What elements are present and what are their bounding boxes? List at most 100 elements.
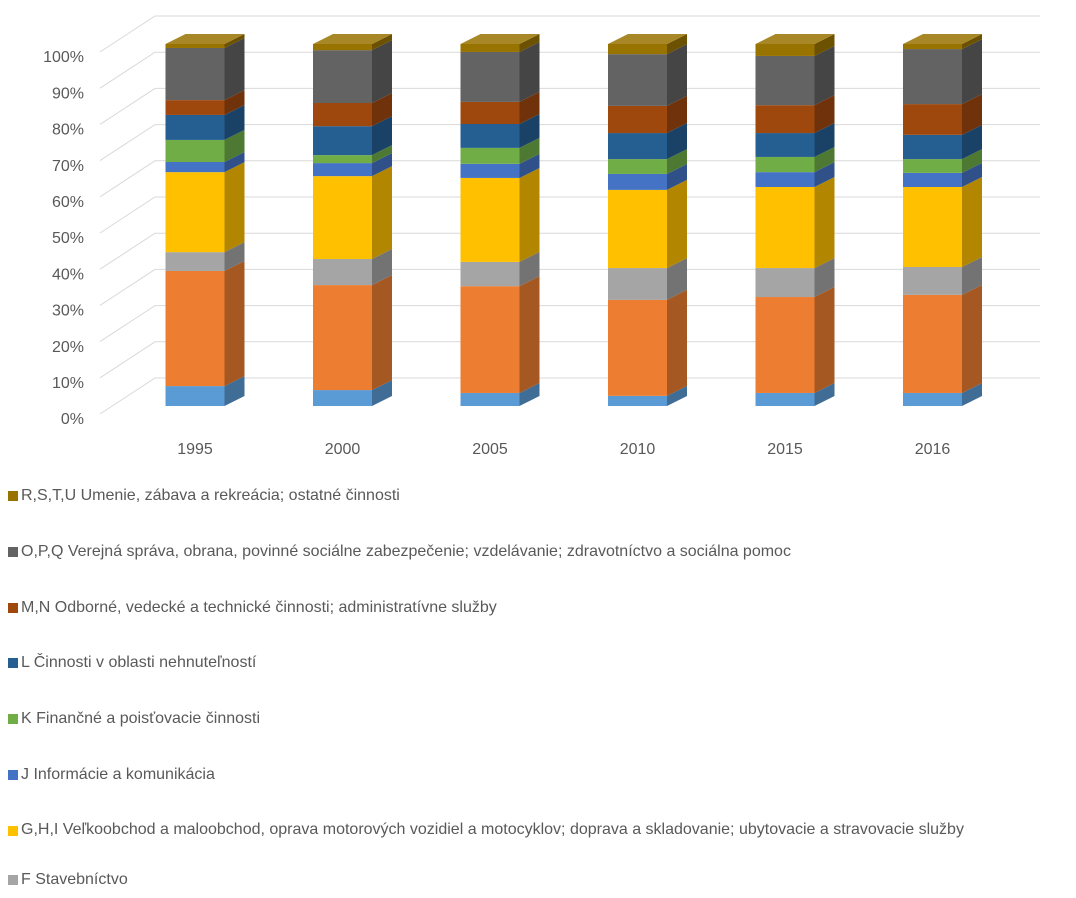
legend-item: F Stavebníctvo xyxy=(8,866,128,894)
bar-front xyxy=(460,286,520,393)
bar-front xyxy=(903,294,962,393)
bar-segment xyxy=(755,176,835,269)
bar-segment xyxy=(313,145,392,164)
bar-side xyxy=(519,137,540,164)
bar-front xyxy=(903,104,962,135)
bar-side xyxy=(814,95,835,134)
legend-label: M,N Odborné, vedecké a technické činnost… xyxy=(21,599,497,616)
bar-side xyxy=(962,94,982,135)
bar-front xyxy=(608,173,667,190)
bar-side xyxy=(224,104,245,140)
bar-segment xyxy=(608,289,687,396)
bar-front xyxy=(165,47,225,101)
bar-front xyxy=(165,139,225,163)
bar-segment xyxy=(755,258,835,298)
bar-segment xyxy=(460,41,540,102)
bar-front xyxy=(460,147,520,164)
bar-front xyxy=(903,266,962,295)
bar-front xyxy=(165,386,225,406)
bar-side xyxy=(814,45,835,106)
bar-segment xyxy=(165,260,245,387)
x-tick-label: 2015 xyxy=(767,441,803,458)
bar-segment xyxy=(313,116,392,156)
bar-front xyxy=(165,252,225,271)
legend-swatch xyxy=(8,603,18,613)
bar-side xyxy=(372,275,392,391)
bar-side xyxy=(519,382,540,406)
y-tick-label: 80% xyxy=(52,122,84,139)
bar-side xyxy=(224,260,245,387)
bar-segment xyxy=(608,385,687,406)
bar-front xyxy=(460,51,520,102)
bar-side xyxy=(372,93,392,127)
bar-side xyxy=(667,258,687,300)
bar-segment xyxy=(165,37,245,101)
bar-side xyxy=(962,124,982,160)
bar-segment xyxy=(755,287,835,393)
y-tick-label: 100% xyxy=(43,49,84,66)
bar-segment xyxy=(903,256,982,295)
bar-front xyxy=(313,259,372,286)
bar-front xyxy=(313,126,372,156)
bar-side xyxy=(814,287,835,393)
bar-segment xyxy=(903,176,982,267)
bar-side xyxy=(519,276,540,393)
bar-segment xyxy=(903,284,982,393)
bar-front xyxy=(608,54,667,106)
bar-segment xyxy=(755,382,835,406)
bar-side xyxy=(372,34,392,51)
legend-item: G,H,I Veľkoobchod a maloobchod, oprava m… xyxy=(8,817,1021,843)
legend-label: L Činnosti v oblasti nehnuteľností xyxy=(21,654,257,671)
bar-side xyxy=(814,382,835,406)
bar-front xyxy=(460,261,520,287)
y-tick-label: 0% xyxy=(61,411,84,428)
bar-side xyxy=(814,34,835,56)
bar-segment xyxy=(165,152,245,173)
bar-side xyxy=(372,40,392,104)
bar-side xyxy=(667,34,687,55)
bar-segment xyxy=(460,251,540,287)
bar-side xyxy=(667,95,687,134)
bar-segment xyxy=(313,380,392,406)
bar-front xyxy=(460,163,520,178)
legend-item: R,S,T,U Umenie, zábava a rekreácia; osta… xyxy=(8,482,400,510)
bar-top xyxy=(460,34,540,44)
bar-side xyxy=(372,116,392,156)
legend-swatch xyxy=(8,491,18,501)
bar-segment xyxy=(608,179,687,269)
bar-front xyxy=(460,44,520,52)
bar-front xyxy=(313,50,372,104)
bar-front xyxy=(608,44,667,55)
bar-segment xyxy=(165,376,245,406)
bar-side xyxy=(667,44,687,106)
legend-swatch xyxy=(8,770,18,780)
bar-front xyxy=(755,186,815,269)
bar-side xyxy=(224,129,245,163)
grid-line xyxy=(99,196,1040,234)
legend-item: M,N Odborné, vedecké a technické činnost… xyxy=(8,594,497,622)
bar-side xyxy=(519,167,540,262)
bar-segment xyxy=(460,382,540,406)
x-tick-label: 1995 xyxy=(177,441,213,458)
bar-side xyxy=(814,162,835,187)
bar-segment xyxy=(608,123,687,160)
bar-front xyxy=(755,156,815,173)
bar-side xyxy=(667,149,687,174)
bar-top xyxy=(608,34,687,44)
bar-segment xyxy=(165,90,245,115)
bar-side xyxy=(667,163,687,190)
grid-line xyxy=(99,341,1040,379)
bar-side xyxy=(519,41,540,102)
bar-segment xyxy=(460,276,540,393)
x-tick-label: 2016 xyxy=(915,441,951,458)
bar-front xyxy=(165,44,225,48)
bar-segment xyxy=(755,123,835,157)
bar-segment xyxy=(313,40,392,104)
bar-segment xyxy=(460,91,540,125)
bar-segment xyxy=(608,44,687,106)
bar-front xyxy=(165,172,225,253)
bar-segment xyxy=(755,95,835,134)
legend-item: J Informácie a komunikácia xyxy=(8,761,215,789)
bar-segment xyxy=(755,162,835,187)
bar-side xyxy=(814,176,835,269)
